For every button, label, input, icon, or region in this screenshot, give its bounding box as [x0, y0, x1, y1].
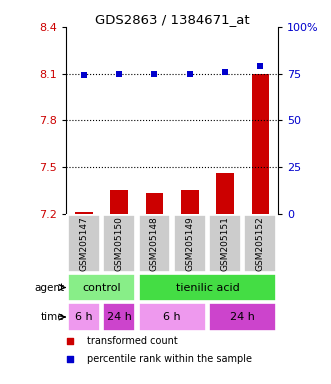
Text: GSM205148: GSM205148: [150, 216, 159, 271]
FancyBboxPatch shape: [139, 303, 206, 331]
Point: [222, 69, 228, 75]
Point: [81, 73, 86, 79]
FancyBboxPatch shape: [68, 303, 100, 331]
FancyBboxPatch shape: [174, 215, 206, 271]
FancyBboxPatch shape: [245, 215, 276, 271]
Bar: [110, 190, 128, 214]
Text: percentile rank within the sample: percentile rank within the sample: [87, 354, 252, 364]
Text: GSM205147: GSM205147: [79, 216, 88, 271]
Title: GDS2863 / 1384671_at: GDS2863 / 1384671_at: [95, 13, 250, 26]
Point: [68, 338, 73, 344]
Point: [152, 71, 157, 77]
FancyBboxPatch shape: [209, 303, 276, 331]
Text: GSM205150: GSM205150: [115, 216, 124, 271]
Bar: [181, 190, 199, 214]
Bar: [75, 212, 93, 214]
FancyBboxPatch shape: [103, 303, 135, 331]
Point: [68, 356, 73, 362]
Text: transformed count: transformed count: [87, 336, 178, 346]
Bar: [252, 74, 269, 214]
Point: [117, 71, 122, 77]
FancyBboxPatch shape: [68, 215, 100, 271]
Text: GSM205152: GSM205152: [256, 216, 265, 271]
FancyBboxPatch shape: [68, 274, 135, 301]
FancyBboxPatch shape: [139, 274, 276, 301]
Text: GSM205151: GSM205151: [220, 216, 230, 271]
FancyBboxPatch shape: [139, 215, 170, 271]
Text: 6 h: 6 h: [163, 312, 181, 322]
Point: [258, 63, 263, 69]
Text: agent: agent: [34, 283, 65, 293]
Text: control: control: [82, 283, 121, 293]
Bar: [146, 194, 163, 214]
Point: [187, 71, 192, 77]
FancyBboxPatch shape: [103, 215, 135, 271]
Text: time: time: [41, 312, 65, 322]
Text: 24 h: 24 h: [107, 312, 132, 322]
FancyBboxPatch shape: [209, 215, 241, 271]
Text: 24 h: 24 h: [230, 312, 255, 322]
Text: tienilic acid: tienilic acid: [175, 283, 239, 293]
Text: 6 h: 6 h: [75, 312, 93, 322]
Bar: [216, 173, 234, 214]
Text: GSM205149: GSM205149: [185, 216, 194, 271]
